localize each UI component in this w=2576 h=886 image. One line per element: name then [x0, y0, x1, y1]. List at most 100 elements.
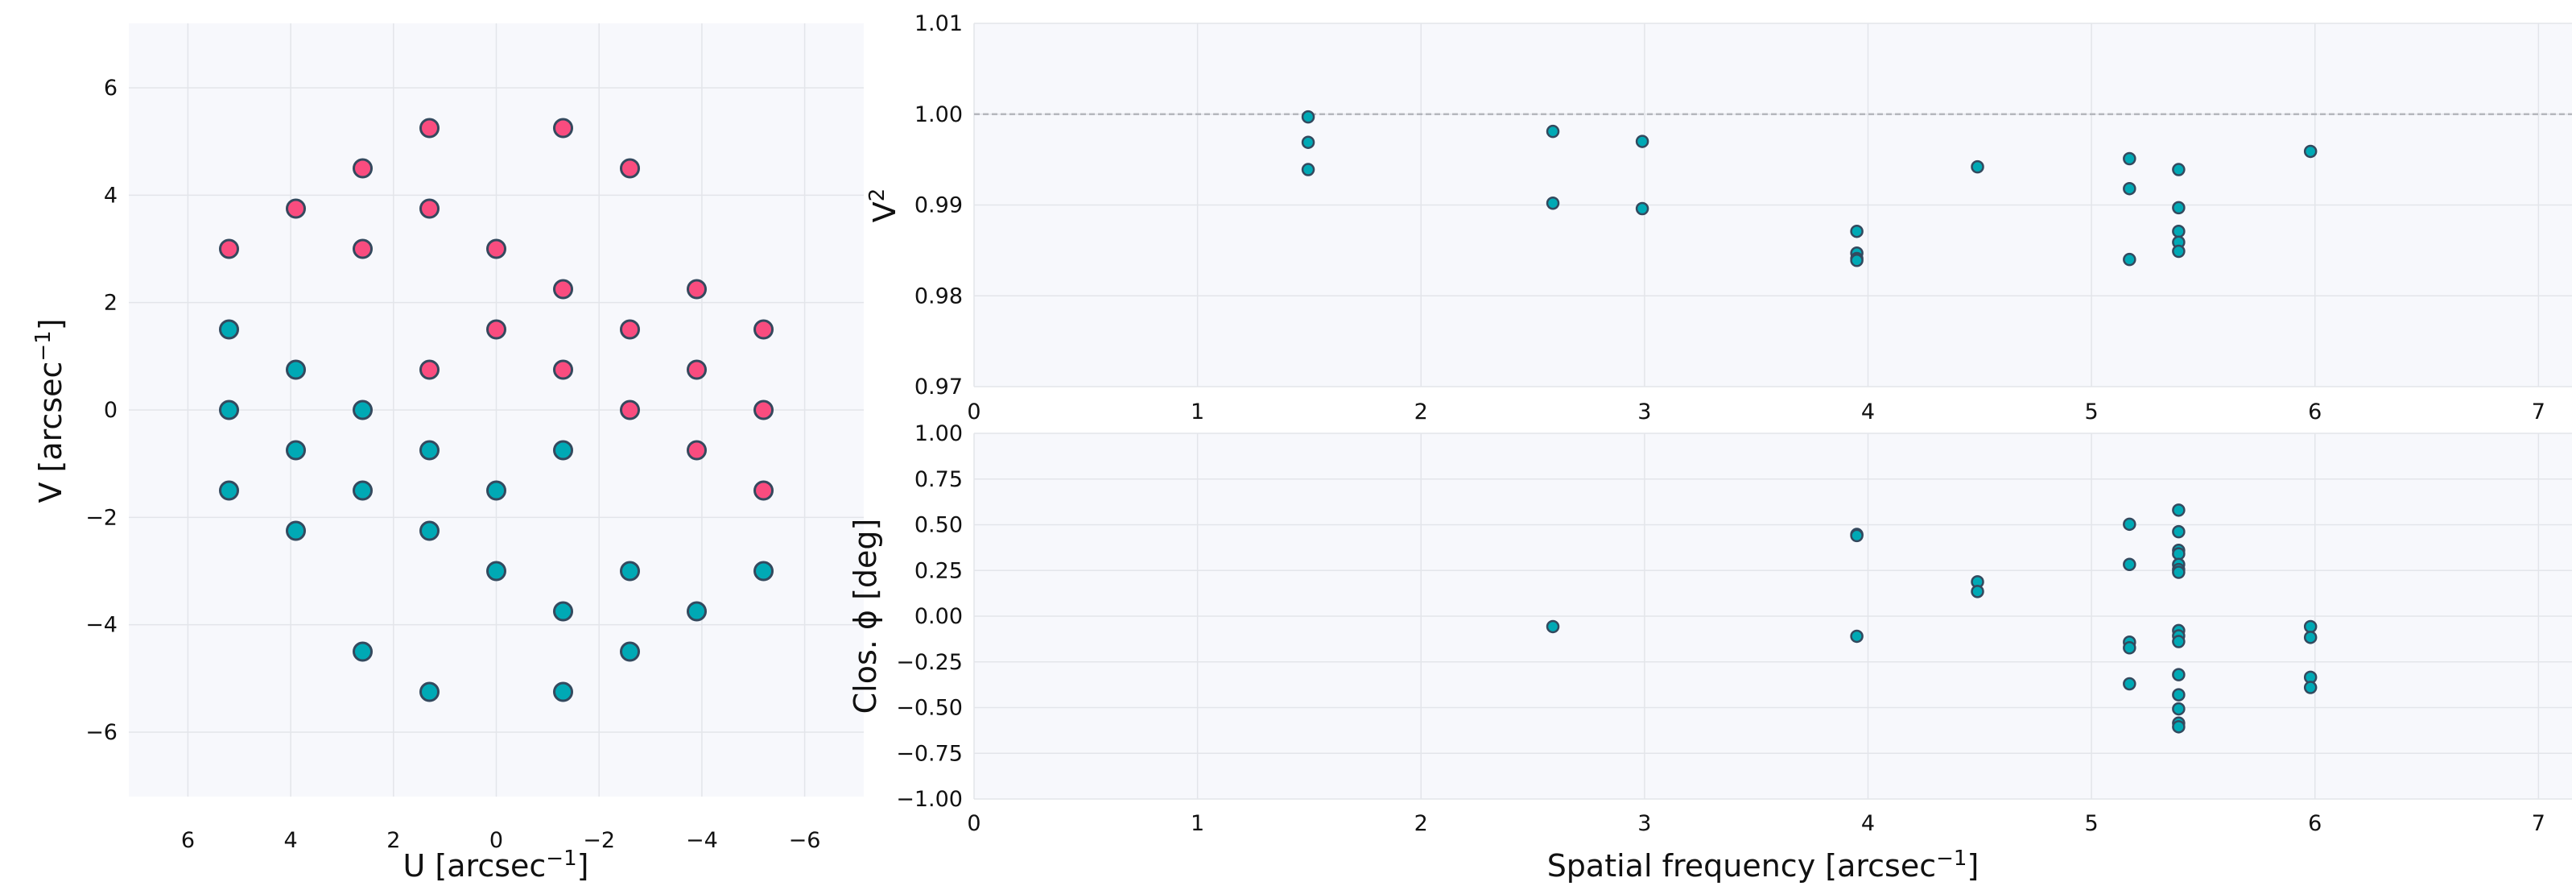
uv-point-teal — [219, 319, 239, 340]
uv-point-pink — [753, 319, 774, 340]
x-tick-label: 0 — [967, 400, 980, 424]
x-tick-label: 4 — [1861, 811, 1875, 836]
uv-point-pink — [753, 480, 774, 501]
v2-point — [1546, 124, 1560, 139]
uv-point-pink — [620, 400, 640, 420]
v2-point — [1971, 159, 1984, 174]
v2-point — [1850, 224, 1864, 238]
v2-point — [2303, 144, 2318, 159]
v2-point — [2172, 244, 2186, 259]
uv-point-teal — [219, 480, 239, 501]
closure-phase-point — [2123, 557, 2136, 572]
uv-point-teal — [353, 480, 373, 501]
x-tick-label: 0 — [489, 828, 503, 853]
uv-point-pink — [687, 279, 707, 300]
y-tick-label: 2 — [104, 291, 118, 316]
y-tick-label: −0.75 — [896, 741, 963, 766]
uv-point-pink — [219, 238, 239, 259]
closure-phase-point — [2123, 641, 2136, 655]
uv-point-teal — [419, 520, 440, 541]
y-tick-label: 1.00 — [914, 421, 963, 446]
closure-phase-point — [2172, 720, 2186, 734]
y-tick-label: 0.97 — [914, 375, 963, 400]
x-tick-label: 3 — [1637, 400, 1651, 424]
uv-point-pink — [620, 319, 640, 340]
closure-phase-point — [1850, 528, 1864, 543]
y-tick-label: 0.75 — [914, 467, 963, 492]
uv-point-pink — [687, 440, 707, 461]
uv-point-pink — [419, 118, 440, 139]
v2-point — [1850, 254, 1864, 267]
y-tick-label: 0 — [104, 398, 118, 423]
uv-point-pink — [353, 158, 373, 179]
closure-phase-point — [2172, 635, 2186, 648]
x-tick-label: −4 — [686, 828, 718, 853]
x-tick-label: 0 — [967, 811, 980, 836]
y-tick-label: 0.50 — [914, 513, 963, 538]
uv-point-teal — [353, 400, 373, 420]
closure-phase-point — [2123, 677, 2136, 691]
closure-phase-point — [2303, 631, 2318, 644]
uv-ylabel: V [arcsec−1] — [31, 318, 68, 503]
v2-point — [2172, 201, 2186, 215]
v2-point — [2172, 224, 2186, 238]
uv-point-pink — [286, 198, 306, 219]
closure-phase-axes: 0 1 2 3 4 5 6 7 −1.00 −0.75 −0.50 −0.25 0.00 0.25 0.50… — [896, 421, 2572, 836]
closure-phase-point — [1850, 629, 1864, 644]
uv-point-pink — [620, 158, 640, 179]
y-tick-label: 6 — [104, 76, 118, 101]
v2-point — [1546, 196, 1560, 210]
y-tick-label: −6 — [85, 720, 118, 745]
x-tick-label: 2 — [1414, 400, 1428, 424]
uv-point-pink — [553, 118, 573, 139]
x-tick-label: 3 — [1637, 811, 1651, 836]
uv-point-pink — [486, 319, 506, 340]
y-tick-label: −0.50 — [896, 696, 963, 721]
closure-phase-point — [2172, 668, 2186, 681]
uv-point-teal — [419, 440, 440, 461]
uv-point-pink — [486, 238, 506, 259]
uv-point-teal — [553, 601, 573, 622]
uv-point-teal — [620, 641, 640, 662]
uv-plane-axes: 6 4 2 0 −2 −4 −6 6 4 2 0 −2 −4 −6 — [85, 23, 864, 853]
x-tick-label: 6 — [2308, 400, 2322, 424]
x-tick-label: 2 — [386, 828, 400, 853]
uv-point-teal — [286, 440, 306, 461]
uv-point-teal — [486, 561, 506, 582]
x-tick-label: 4 — [284, 828, 298, 853]
uv-point-pink — [353, 238, 373, 259]
v2-point — [2123, 151, 2136, 166]
x-tick-label: 6 — [181, 828, 195, 853]
y-tick-label: 0.99 — [914, 193, 963, 218]
uv-point-teal — [286, 359, 306, 380]
v2-point — [1301, 135, 1315, 149]
uv-point-pink — [553, 359, 573, 380]
uv-point-pink — [753, 400, 774, 420]
v2-point — [1301, 110, 1315, 124]
closure-phase-point — [1971, 585, 1984, 598]
x-tick-label: 6 — [2308, 811, 2322, 836]
uv-point-teal — [486, 480, 506, 501]
closure-phase-point — [2123, 517, 2136, 532]
y-tick-label: 0.00 — [914, 604, 963, 629]
uv-point-teal — [753, 561, 774, 582]
x-tick-label: 4 — [1861, 400, 1875, 424]
closure-phase-point — [2172, 524, 2186, 539]
x-tick-label: −6 — [789, 828, 821, 853]
x-tick-label: 1 — [1191, 400, 1204, 424]
uv-point-pink — [553, 279, 573, 300]
uv-point-teal — [553, 440, 573, 461]
uv-point-pink — [419, 198, 440, 219]
y-tick-label: 0.98 — [914, 284, 963, 308]
x-tick-label: 5 — [2085, 811, 2099, 836]
uv-point-teal — [419, 681, 440, 702]
uv-point-teal — [286, 520, 306, 541]
closure-phase-point — [2172, 688, 2186, 702]
v2-point — [1301, 163, 1315, 176]
closure-phase-point — [2303, 619, 2318, 634]
y-tick-label: 1.01 — [914, 11, 963, 36]
v2-ylabel: V2 — [865, 188, 902, 223]
x-tick-label: 7 — [2532, 811, 2545, 836]
v2-point — [1635, 201, 1649, 216]
uv-point-teal — [553, 681, 573, 702]
